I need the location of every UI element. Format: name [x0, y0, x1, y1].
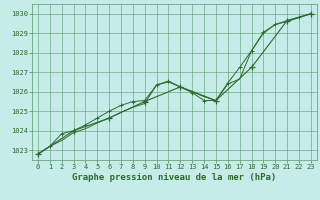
X-axis label: Graphe pression niveau de la mer (hPa): Graphe pression niveau de la mer (hPa) — [72, 173, 276, 182]
